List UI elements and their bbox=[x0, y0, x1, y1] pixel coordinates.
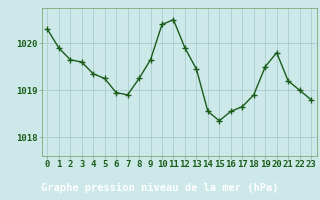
Text: Graphe pression niveau de la mer (hPa): Graphe pression niveau de la mer (hPa) bbox=[41, 183, 279, 193]
